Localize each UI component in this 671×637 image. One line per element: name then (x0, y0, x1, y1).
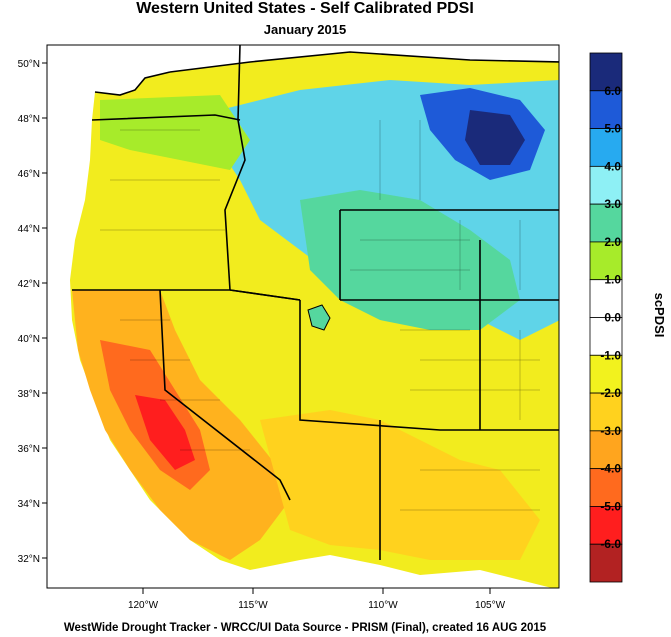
colorbar-label: 4.0 (604, 159, 621, 173)
colorbar-swatch (589, 317, 623, 356)
lat-tick-label: 48°N (18, 114, 40, 125)
lat-tick-label: 32°N (18, 554, 40, 565)
southwest-drought (260, 410, 540, 560)
lat-tick-label: 42°N (18, 279, 40, 290)
moist-strip-north (100, 95, 250, 170)
colorbar-label: -1.0 (600, 348, 621, 362)
colorbar-swatch (589, 506, 623, 545)
latitude-axis: 50°N 48°N 46°N 44°N 42°N 40°N 38°N 36°N … (18, 59, 47, 565)
colorbar-label: 3.0 (604, 197, 621, 211)
colorbar-swatch (589, 241, 623, 281)
colorbar-legend: 6.0 5.0 4.0 3.0 2.0 1.0 0.0 -1.0 -2.0 -3.0 -4.0 -5.… (589, 52, 623, 583)
colorbar-label: 1.0 (604, 273, 621, 287)
lat-tick-label: 38°N (18, 389, 40, 400)
colorbar-label: 0.0 (604, 311, 621, 325)
colorbar-swatch (589, 90, 623, 129)
colorbar-swatch (589, 128, 623, 167)
map-frame (46, 44, 560, 589)
colorbar-label: 5.0 (604, 122, 621, 136)
colorbar-swatch (589, 279, 623, 318)
lon-tick-label: 105°W (475, 600, 506, 611)
lat-tick-label: 46°N (18, 169, 40, 180)
wet-region-rockies (300, 190, 520, 330)
colorbar-title: scPDSI (652, 293, 667, 338)
colorbar-label: -2.0 (600, 386, 621, 400)
colorbar-label: 6.0 (604, 84, 621, 98)
lat-tick-label: 34°N (18, 499, 40, 510)
county-lines (100, 120, 540, 511)
lat-tick-label: 44°N (18, 224, 40, 235)
map-area (47, 45, 559, 588)
lon-tick-label: 110°W (368, 600, 398, 611)
footer-credit: WestWide Drought Tracker - WRCC/UI Data … (63, 622, 547, 634)
lat-tick-label: 40°N (18, 334, 40, 345)
map-subtitle: January 2015 (263, 22, 347, 37)
great-salt-lake (307, 304, 331, 331)
longitude-axis: 120°W 115°W 110°W 105°W (128, 588, 506, 611)
colorbar-label: -3.0 (600, 424, 621, 438)
colorbar-label: -6.0 (600, 537, 621, 551)
colorbar-label: 2.0 (604, 235, 621, 249)
map-title: Western United States - Self Calibrated … (136, 0, 474, 17)
colorbar-swatch (589, 165, 623, 205)
colorbar-swatch (589, 354, 623, 394)
colorbar-swatch (589, 543, 623, 583)
lat-tick-label: 50°N (18, 59, 40, 70)
lon-tick-label: 115°W (238, 600, 268, 611)
colorbar-swatch (589, 203, 623, 243)
extreme-wet-core (465, 110, 525, 165)
colorbar-label: -4.0 (600, 462, 621, 476)
colorbar-swatch (589, 392, 623, 432)
lon-tick-label: 120°W (128, 600, 159, 611)
extreme-drought-core (135, 395, 195, 470)
colorbar-label: -5.0 (600, 499, 621, 513)
colorbar-swatch (589, 52, 623, 92)
lat-tick-label: 36°N (18, 444, 40, 455)
state-borders (72, 45, 559, 560)
